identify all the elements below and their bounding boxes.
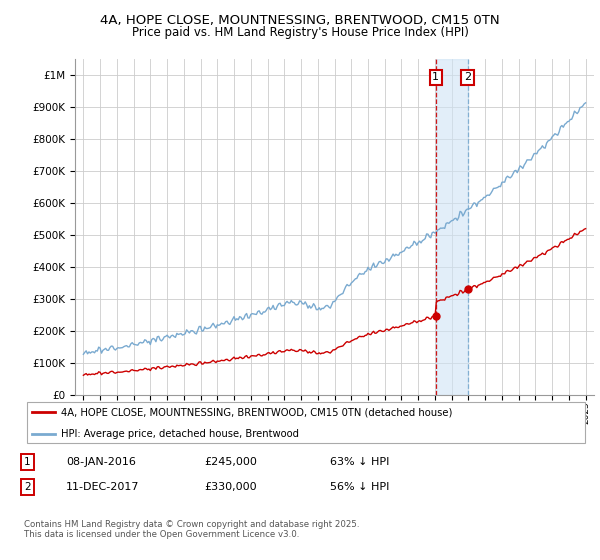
Text: £330,000: £330,000 (204, 482, 257, 492)
Text: 1: 1 (432, 72, 439, 82)
Text: £245,000: £245,000 (204, 457, 257, 467)
Text: 56% ↓ HPI: 56% ↓ HPI (330, 482, 389, 492)
Bar (436, 59, 467, 395)
Text: 11-DEC-2017: 11-DEC-2017 (66, 482, 139, 492)
Text: 2: 2 (24, 482, 31, 492)
Text: Price paid vs. HM Land Registry's House Price Index (HPI): Price paid vs. HM Land Registry's House … (131, 26, 469, 39)
Text: 4A, HOPE CLOSE, MOUNTNESSING, BRENTWOOD, CM15 0TN (detached house): 4A, HOPE CLOSE, MOUNTNESSING, BRENTWOOD,… (61, 407, 452, 417)
Text: 4A, HOPE CLOSE, MOUNTNESSING, BRENTWOOD, CM15 0TN: 4A, HOPE CLOSE, MOUNTNESSING, BRENTWOOD,… (100, 14, 500, 27)
Text: HPI: Average price, detached house, Brentwood: HPI: Average price, detached house, Bren… (61, 429, 299, 438)
Text: 63% ↓ HPI: 63% ↓ HPI (330, 457, 389, 467)
FancyBboxPatch shape (27, 402, 585, 443)
Text: 1: 1 (24, 457, 31, 467)
Text: 08-JAN-2016: 08-JAN-2016 (66, 457, 136, 467)
Text: 2: 2 (464, 72, 471, 82)
Text: Contains HM Land Registry data © Crown copyright and database right 2025.
This d: Contains HM Land Registry data © Crown c… (24, 520, 359, 539)
